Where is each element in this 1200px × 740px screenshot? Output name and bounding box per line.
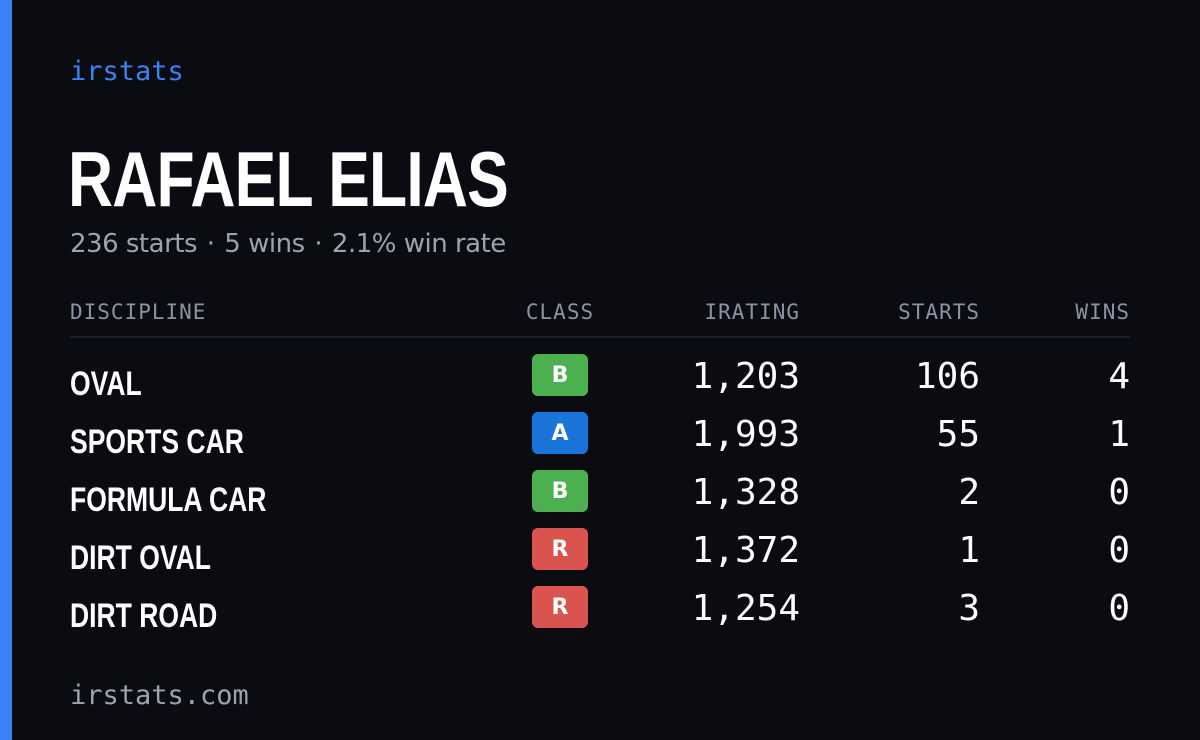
wins-value: 0 xyxy=(1108,472,1130,513)
irating-value: 1,254 xyxy=(691,588,800,629)
irating-value: 1,328 xyxy=(691,472,800,513)
starts-summary: 236 starts xyxy=(70,229,198,259)
table-body: OVAL B 1,203 106 4 SPORTS CAR A 1,993 55… xyxy=(70,338,1130,644)
starts-value: 106 xyxy=(914,356,980,397)
separator: · xyxy=(206,229,215,259)
header-class: CLASS xyxy=(525,300,595,324)
wins-value: 1 xyxy=(1108,414,1130,455)
class-badge: A xyxy=(532,412,588,454)
class-badge: R xyxy=(532,528,588,570)
table-row: DIRT OVAL R 1,372 1 0 xyxy=(70,528,1130,586)
irating-value: 1,993 xyxy=(691,414,800,455)
discipline-name: DIRT OVAL xyxy=(70,539,211,577)
accent-bar xyxy=(0,0,12,740)
discipline-name: OVAL xyxy=(70,365,142,403)
starts-value: 3 xyxy=(958,588,980,629)
table-header: DISCIPLINE CLASS IRATING STARTS WINS xyxy=(70,296,1130,338)
starts-value: 2 xyxy=(958,472,980,513)
discipline-name: FORMULA CAR xyxy=(70,481,267,519)
header-starts: STARTS xyxy=(898,300,980,324)
header-irating: IRATING xyxy=(704,300,800,324)
class-badge: B xyxy=(532,354,588,396)
table-row: OVAL B 1,203 106 4 xyxy=(70,354,1130,412)
table-row: DIRT ROAD R 1,254 3 0 xyxy=(70,586,1130,644)
irating-value: 1,203 xyxy=(691,356,800,397)
separator: · xyxy=(314,229,323,259)
discipline-name: SPORTS CAR xyxy=(70,423,244,461)
wins-summary: 5 wins xyxy=(224,229,305,259)
discipline-name: DIRT ROAD xyxy=(70,597,218,635)
table-row: FORMULA CAR B 1,328 2 0 xyxy=(70,470,1130,528)
starts-value: 55 xyxy=(936,414,980,455)
driver-summary: 236 starts · 5 wins · 2.1% win rate xyxy=(70,229,506,259)
header-discipline: DISCIPLINE xyxy=(70,300,207,324)
irating-value: 1,372 xyxy=(691,530,800,571)
brand-logo: irstats xyxy=(70,56,184,87)
winrate-summary: 2.1% win rate xyxy=(331,229,506,259)
starts-value: 1 xyxy=(958,530,980,571)
wins-value: 0 xyxy=(1108,588,1130,629)
class-badge: B xyxy=(532,470,588,512)
wins-value: 0 xyxy=(1108,530,1130,571)
wins-value: 4 xyxy=(1108,356,1130,397)
stats-table: DISCIPLINE CLASS IRATING STARTS WINS OVA… xyxy=(70,296,1130,644)
header-wins: WINS xyxy=(1075,300,1130,324)
driver-name: RAFAEL ELIAS xyxy=(68,135,509,223)
table-row: SPORTS CAR A 1,993 55 1 xyxy=(70,412,1130,470)
footer-url: irstats.com xyxy=(70,680,249,711)
class-badge: R xyxy=(532,586,588,628)
